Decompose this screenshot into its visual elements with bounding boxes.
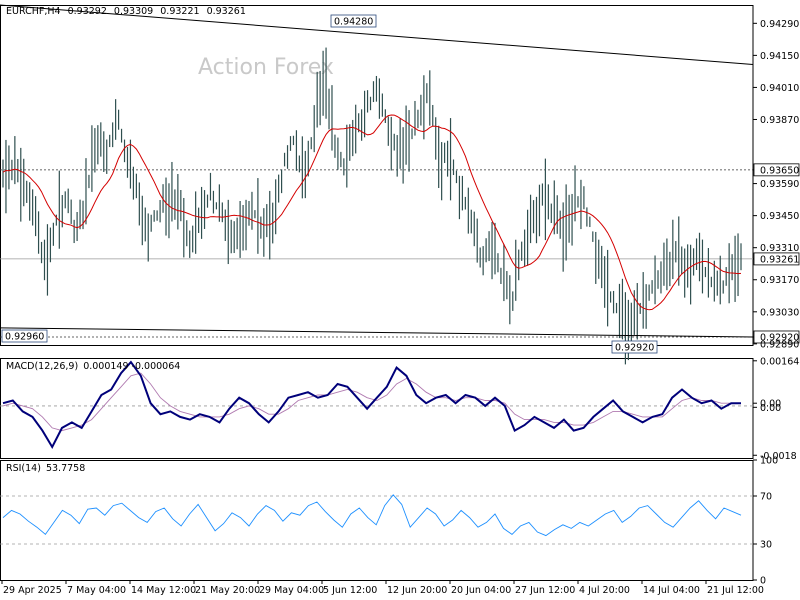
ohlc-close: 0.93261: [207, 6, 246, 17]
rsi-path: [2, 494, 742, 537]
annotation-box: [611, 340, 658, 354]
symbol: EURCHF: [6, 6, 44, 17]
rsi-tick-label: 100: [760, 456, 778, 467]
ohlc-high: 0.93309: [114, 6, 153, 17]
timeframe: H4: [47, 6, 60, 17]
price-tick-label: 0.93870: [760, 115, 799, 126]
macd-main: [2, 360, 741, 450]
time-tick-label: 20 Jun 04:00: [451, 585, 511, 596]
price-label-box: [753, 330, 800, 344]
macd-axis[interactable]: 0.001648 0.000.00 -0.0018: [753, 356, 800, 462]
macd-name: MACD(12,26,9): [6, 361, 78, 372]
price-tick-label: 0.92890: [760, 339, 799, 350]
price-tick-label: 0.94150: [760, 51, 799, 62]
time-tick-label: 27 Jun 12:00: [515, 585, 575, 596]
time-tick-label: 14 Jul 04:00: [643, 585, 700, 596]
price-tick-label: 0.93170: [760, 275, 799, 286]
annotations: 0.94280 0.92960 0.92920: [1, 14, 658, 354]
price-tick-label: 0.94010: [760, 83, 799, 94]
price-tick-label: 0.93650: [760, 165, 799, 176]
sma-line: [2, 114, 742, 311]
annotation-box: [1, 329, 48, 343]
annotation-label: 0.94280: [334, 17, 373, 28]
macd-signal: [2, 372, 741, 432]
ohlc-open: 0.93292: [68, 6, 107, 17]
ohlc-low: 0.93221: [160, 6, 199, 17]
time-tick-label: 29 May 04:00: [259, 585, 324, 596]
macd-tick-label: -0.0018: [760, 451, 797, 462]
trendline-1: [0, 327, 754, 338]
price-tick-label: 0.93590: [760, 179, 799, 190]
panel-frame-2: [0, 460, 754, 581]
rsi-tick-label: 30: [760, 540, 772, 551]
sma-path: [2, 114, 742, 311]
rsi-name: RSI(14): [6, 463, 41, 474]
price-tick-label: 0.94290: [760, 19, 799, 30]
annotation-label: 0.92960: [5, 332, 44, 343]
price-tick-label: 0.93450: [760, 211, 799, 222]
time-tick-label: 4 Jul 20:00: [579, 585, 630, 596]
time-tick-label: 12 Jun 20:00: [387, 585, 447, 596]
macd-tick-label: 0.00: [760, 403, 781, 414]
price-axis[interactable]: 0.94290 0.94150 0.94010 0.93870 0.93650 0.935…: [753, 19, 800, 351]
macd-lines: [2, 360, 741, 450]
annotation-label: 0.92920: [615, 343, 654, 354]
time-tick-label: 29 Apr 2025: [3, 585, 62, 596]
price-label-box: [753, 163, 800, 177]
price-bars: [2, 47, 742, 365]
price-panel-header: EURCHF,H4 0.93292 0.93309 0.93221 0.9326…: [6, 6, 246, 17]
price-tick-label: 0.93030: [760, 307, 799, 318]
time-tick-label: 7 May 04:00: [67, 585, 126, 596]
annotation-box: [330, 14, 377, 28]
rsi-tick-label: 0: [760, 576, 766, 587]
price-grid: [0, 169, 753, 338]
time-tick-label: 5 Jun 12:00: [323, 585, 377, 596]
price-tick-label: 0.93310: [760, 243, 799, 254]
price-tick-label: 0.92920: [760, 332, 799, 343]
rsi-tick-label: 70: [760, 492, 772, 503]
rsi-header: RSI(14) 53.7758: [6, 463, 85, 474]
watermark: Action Forex: [198, 55, 334, 80]
panel-frame-0: [0, 5, 754, 346]
panel-frame-1: [0, 358, 754, 459]
time-tick-label: 21 May 20:00: [195, 585, 260, 596]
macd-tick-label: 0.001648: [760, 356, 800, 367]
price-tick-label: 0.93261: [760, 254, 799, 265]
time-tick-label: 21 Jul 12:00: [707, 585, 764, 596]
rsi-axis[interactable]: 100 70 30 0: [753, 456, 778, 587]
macd-tick-label: 0.00: [760, 399, 781, 410]
macd-values: 0.000149 -0.000064: [83, 361, 180, 372]
price-label-box: [753, 252, 800, 266]
rsi-grid: [0, 495, 753, 545]
panel-frames: [0, 5, 754, 581]
macd-header: MACD(12,26,9) 0.000149 -0.000064: [6, 361, 180, 372]
time-tick-label: 14 May 12:00: [131, 585, 196, 596]
trendlines: [0, 4, 754, 338]
rsi-value: 53.7758: [46, 463, 85, 474]
trendline-0: [0, 4, 754, 66]
rsi-line: [2, 494, 742, 537]
